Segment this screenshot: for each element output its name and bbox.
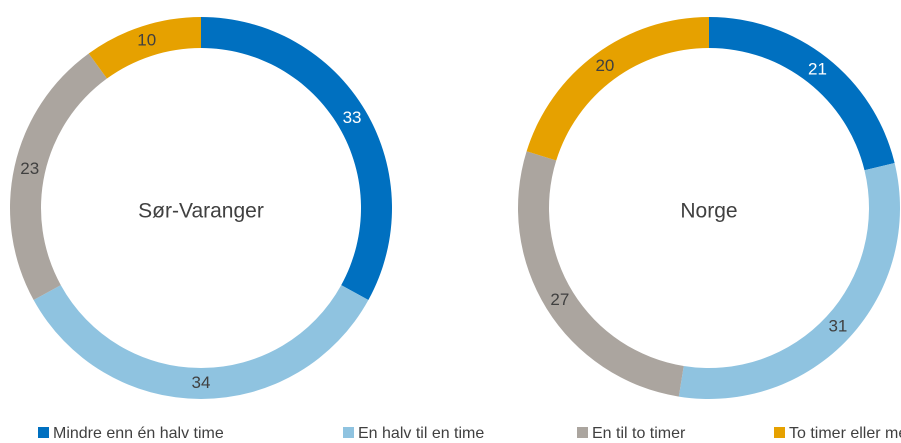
donut-segment: [526, 17, 709, 161]
center-label: Sør-Varanger: [138, 200, 264, 223]
data-label: 20: [595, 56, 614, 75]
legend-label: Mindre enn én halv time: [53, 425, 224, 442]
data-label: 21: [808, 60, 827, 79]
donut-segment: [88, 17, 201, 79]
legend-swatch: [38, 427, 49, 438]
data-label: 33: [343, 108, 362, 127]
legend-swatch: [343, 427, 354, 438]
donut-segment: [201, 17, 392, 301]
legend-label: To timer eller mer: [789, 425, 901, 442]
legend-swatch: [774, 427, 785, 438]
donut-segment: [709, 17, 895, 171]
legend-label: En halv til en time: [358, 425, 484, 442]
center-label: Norge: [680, 200, 737, 223]
legend-swatch: [577, 427, 588, 438]
donut-segment: [9, 53, 107, 301]
data-label: 27: [550, 290, 569, 309]
donut-segment: [518, 151, 684, 397]
donut-segment: [33, 285, 369, 399]
legend-label: En til to timer: [592, 425, 686, 442]
data-label: 34: [192, 373, 211, 392]
donut-segment: [678, 162, 901, 400]
data-label: 23: [20, 159, 39, 178]
data-label: 31: [828, 317, 847, 336]
data-label: 10: [137, 31, 156, 50]
